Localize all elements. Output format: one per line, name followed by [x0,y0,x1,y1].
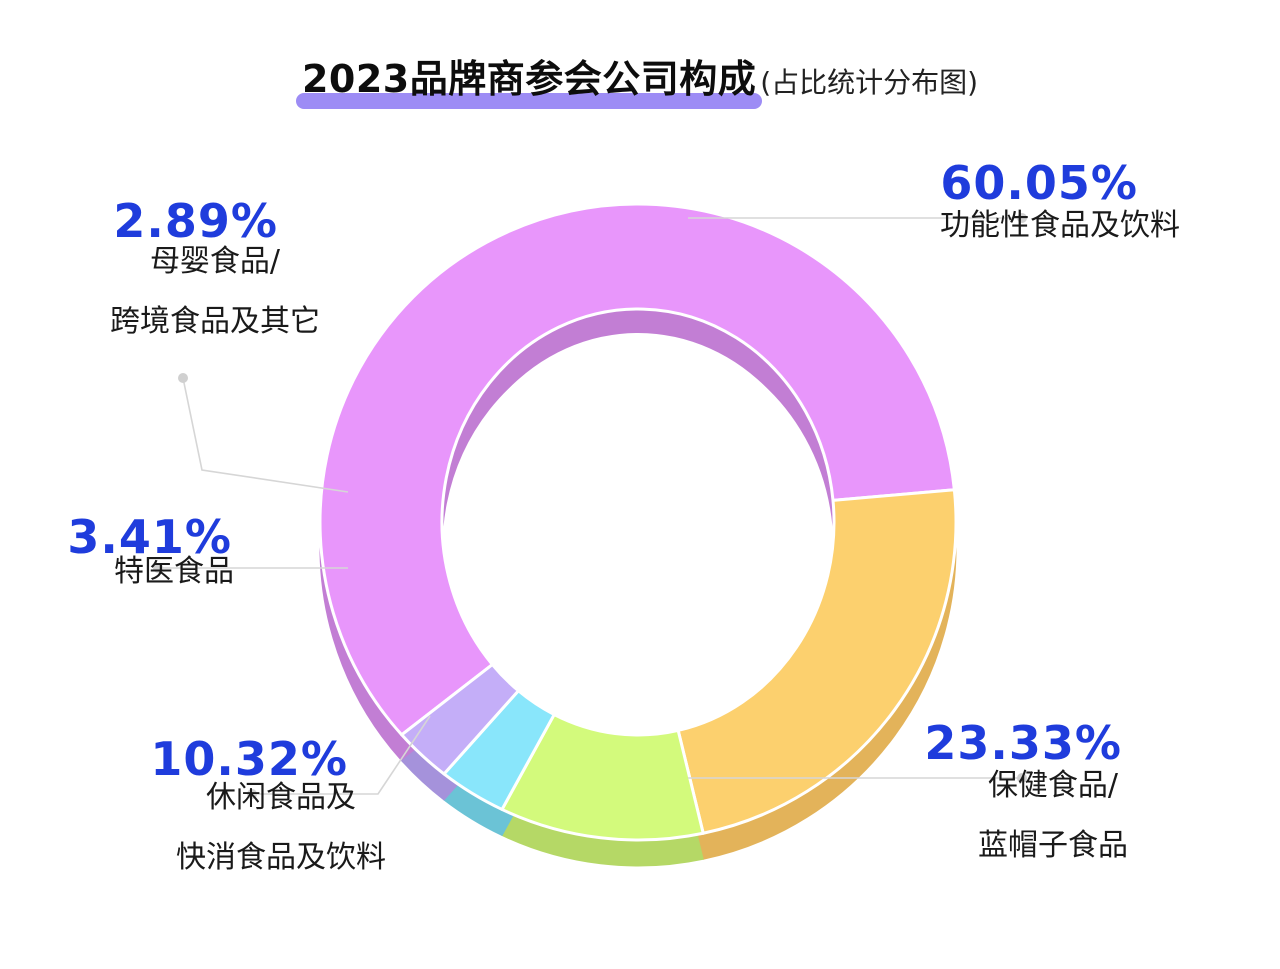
chart-subtitle: (占比统计分布图) [760,66,979,99]
slice-category-label: 保健食品/蓝帽子食品 [978,756,1128,876]
chart-title-block: 2023品牌商参会公司构成 (占比统计分布图) [0,48,1280,109]
slice-value-label: 60.05% [940,156,1138,210]
slice-value-label: 10.32% [150,732,348,786]
leader-dot-4 [178,373,188,383]
slice-category-line: 保健食品/ [987,768,1119,803]
leader-dot-3 [153,563,163,573]
slice-0 [318,202,956,737]
slice-1 [676,488,958,835]
slice-value-label: 23.33% [924,716,1122,770]
slice-category-line: 跨境食品及其它 [110,304,320,339]
leader-dot-2 [247,789,257,799]
chart-title: 2023品牌商参会公司构成 [295,48,763,109]
slice-value-label: 3.41% [67,510,232,564]
slice-category-label: 特医食品 [114,542,234,602]
slice-category-label: 休闲食品及快消食品及饮料 [176,768,386,888]
slice-category-line: 快消食品及饮料 [176,840,386,875]
slice-category-line: 特医食品 [114,554,234,589]
leader-line-2 [252,715,431,795]
slice-category-line: 蓝帽子食品 [978,828,1128,863]
leader-line-4 [182,377,349,493]
slice-category-label: 母婴食品/跨境食品及其它 [110,232,320,352]
slice-category-line: 休闲食品及 [206,780,356,815]
donut-hole [450,333,826,739]
slice-value-label: 2.89% [113,194,278,248]
leader-dot-0 [1017,213,1027,223]
leader-dot-1 [1017,773,1027,783]
slice-category-label: 功能性食品及饮料 [940,196,1180,256]
slice-category-line: 母婴食品/ [149,244,281,279]
slice-4 [400,663,520,776]
slice-category-line: 功能性食品及饮料 [940,208,1180,243]
